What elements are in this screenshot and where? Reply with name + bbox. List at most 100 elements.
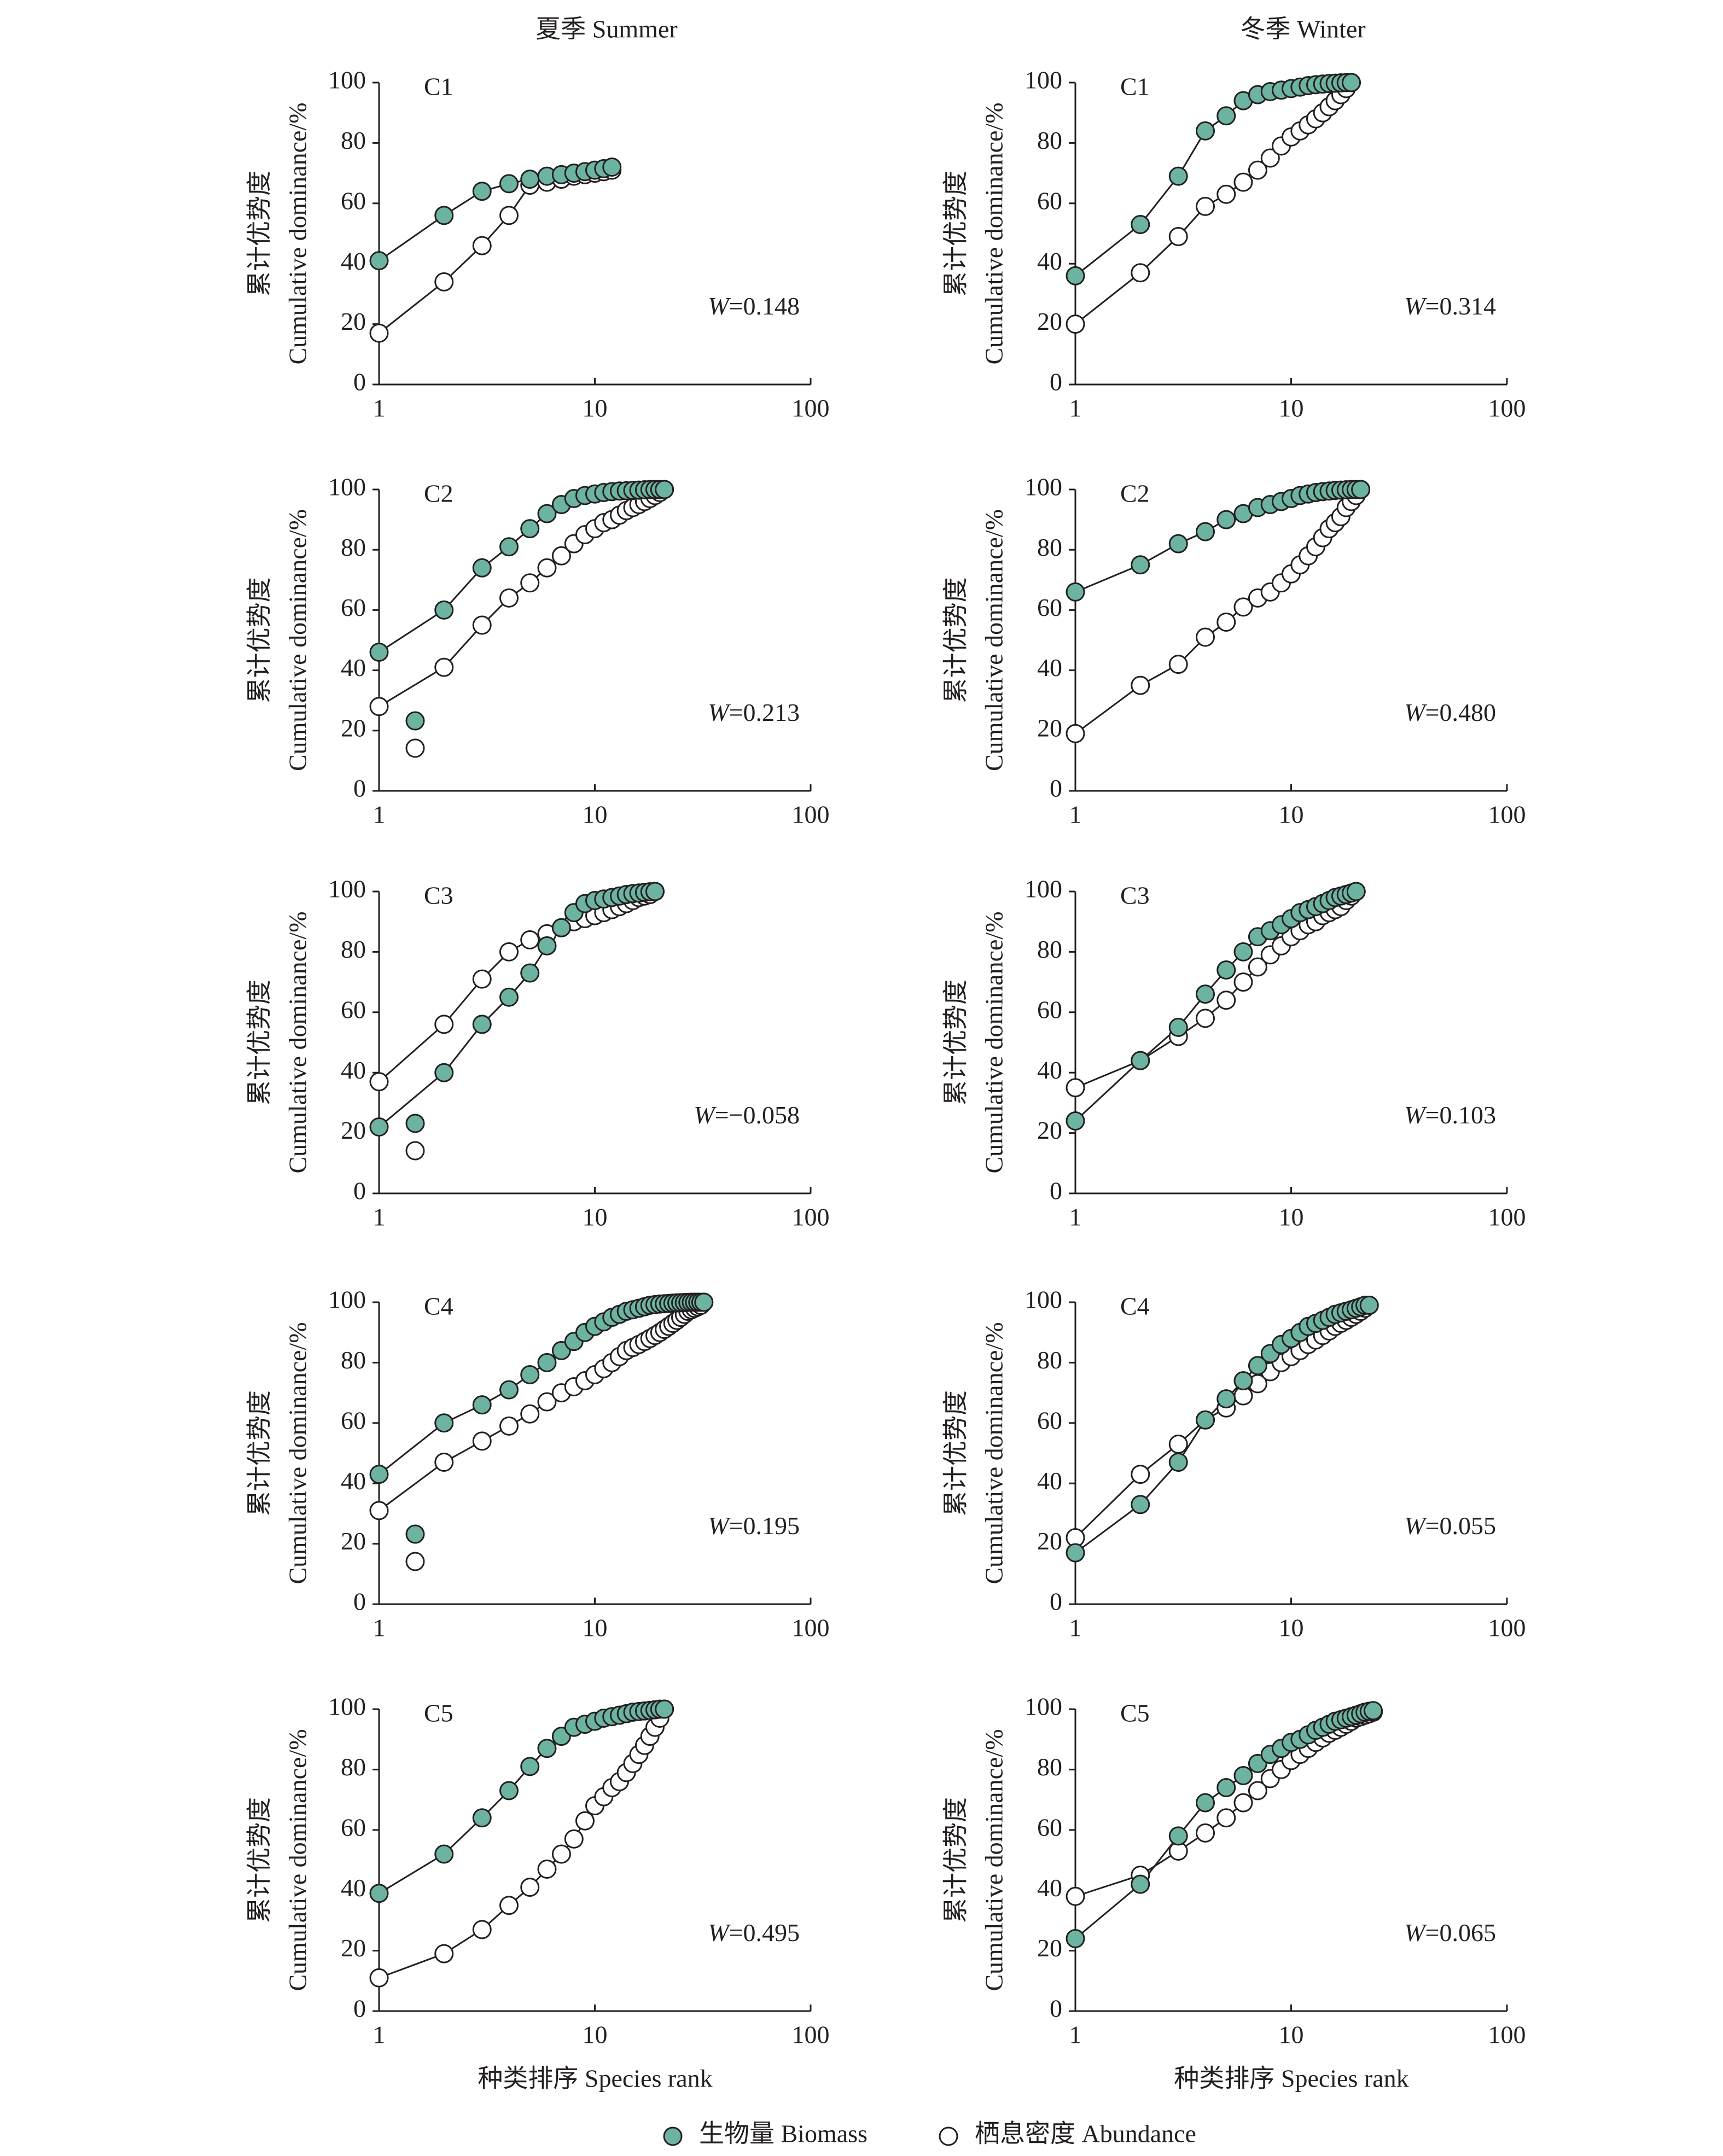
y-tick-label: 20 — [341, 1934, 366, 1962]
annotation-value: =0.103 — [1425, 1101, 1496, 1129]
point — [1196, 984, 1215, 1004]
point — [1233, 1765, 1253, 1785]
point — [1248, 1356, 1267, 1376]
point — [1066, 314, 1085, 334]
y-tick-label: 80 — [1037, 126, 1062, 154]
annotation-var: W — [1404, 292, 1427, 320]
y-tick-label: 100 — [1025, 473, 1062, 501]
x-tick-label: 100 — [792, 394, 830, 422]
annotation-value: =0.314 — [1425, 292, 1496, 320]
point — [520, 930, 540, 949]
stray-marker — [405, 711, 425, 731]
point — [434, 272, 454, 292]
point — [369, 697, 389, 716]
panel: 0 20 40 60 80 100 1 10 100 夏季 Summer C1 W=0.148 累计优势… — [246, 15, 830, 422]
x-tick-label: 10 — [1279, 394, 1304, 422]
point — [1066, 266, 1085, 285]
x-tick-label: 1 — [373, 1614, 386, 1642]
point — [645, 882, 665, 901]
point — [655, 1699, 674, 1719]
point — [655, 480, 674, 499]
y-axis-label: Cumulative dominance/% — [980, 509, 1008, 771]
x-tick-label: 100 — [1488, 1614, 1526, 1642]
annotation-var: W — [1404, 698, 1427, 726]
annotation-value: =0.148 — [729, 292, 800, 320]
point — [1066, 1078, 1085, 1098]
panel-label: C2 — [424, 480, 453, 508]
point — [1131, 1874, 1150, 1894]
panel-label: C3 — [1120, 882, 1150, 910]
annotation-var: W — [1404, 1101, 1427, 1129]
y-tick-label: 0 — [1050, 1588, 1062, 1616]
y-tick-label: 100 — [328, 875, 366, 903]
y-axis-label: 累计优势度 — [942, 980, 970, 1105]
panel: 0 20 40 60 80 100 1 10 100 C4 W=0.055 累计优势度 Cumulati… — [942, 1286, 1526, 1642]
point — [1216, 510, 1236, 529]
point — [369, 1072, 389, 1092]
x-tick-label: 1 — [373, 394, 386, 422]
annotation-var: W — [694, 1101, 717, 1129]
point — [1216, 1808, 1236, 1828]
y-tick-label: 60 — [341, 187, 366, 214]
stray-marker — [405, 1552, 425, 1571]
point — [575, 1811, 595, 1831]
point — [564, 1829, 584, 1849]
point — [1341, 73, 1361, 92]
point — [1168, 1017, 1188, 1037]
y-axis-label: 累计优势度 — [942, 1797, 970, 1923]
y-tick-label: 20 — [1037, 1527, 1062, 1555]
point — [1196, 522, 1215, 541]
point — [1216, 1389, 1236, 1409]
annotation-value: =0.495 — [729, 1919, 800, 1947]
y-tick-label: 0 — [353, 368, 366, 396]
annotation-value: =0.055 — [1425, 1512, 1496, 1540]
point — [1131, 555, 1150, 575]
panel: 0 20 40 60 80 100 1 10 100 C2 W=0.213 累计优势度 Cumulati… — [246, 473, 830, 829]
point — [1196, 1793, 1215, 1813]
x-tick-label: 100 — [1488, 2021, 1526, 2049]
point — [499, 942, 519, 962]
x-tick-label: 1 — [1069, 394, 1082, 422]
point — [551, 1844, 571, 1864]
point — [1196, 1823, 1215, 1843]
point — [1216, 184, 1236, 204]
point — [537, 1860, 557, 1879]
y-tick-label: 20 — [1037, 1934, 1062, 1962]
y-tick-label: 100 — [1025, 1693, 1062, 1721]
point — [499, 1896, 519, 1915]
point — [499, 987, 519, 1007]
point — [499, 1416, 519, 1436]
point — [1233, 1371, 1253, 1391]
annotation-value: =0.065 — [1425, 1919, 1496, 1947]
y-axis-label: Cumulative dominance/% — [284, 509, 312, 771]
y-tick-label: 0 — [353, 1995, 366, 2023]
y-tick-label: 60 — [1037, 187, 1062, 214]
y-tick-label: 100 — [1025, 1286, 1062, 1314]
point — [499, 206, 519, 225]
x-tick-label: 1 — [373, 2021, 386, 2049]
y-tick-label: 100 — [328, 66, 366, 94]
point — [1216, 1778, 1236, 1798]
annotation: W=0.495 — [708, 1919, 800, 1947]
y-tick-label: 80 — [341, 1753, 366, 1781]
y-tick-label: 100 — [1025, 66, 1062, 94]
point — [1233, 172, 1253, 192]
point — [1248, 160, 1267, 180]
point — [472, 1431, 492, 1451]
point — [1131, 675, 1150, 695]
point — [1196, 627, 1215, 647]
annotation-var: W — [708, 698, 731, 726]
point — [602, 158, 622, 177]
annotation-var: W — [708, 1512, 731, 1540]
point — [1131, 263, 1150, 283]
point — [369, 643, 389, 662]
x-tick-label: 10 — [1279, 1203, 1304, 1231]
point — [472, 236, 492, 255]
y-tick-label: 40 — [341, 1874, 366, 1902]
y-tick-label: 80 — [341, 533, 366, 561]
point — [1168, 655, 1188, 674]
y-tick-label: 60 — [341, 995, 366, 1023]
y-tick-label: 60 — [1037, 593, 1062, 621]
stray-marker — [405, 1524, 425, 1544]
y-tick-label: 80 — [341, 1346, 366, 1374]
